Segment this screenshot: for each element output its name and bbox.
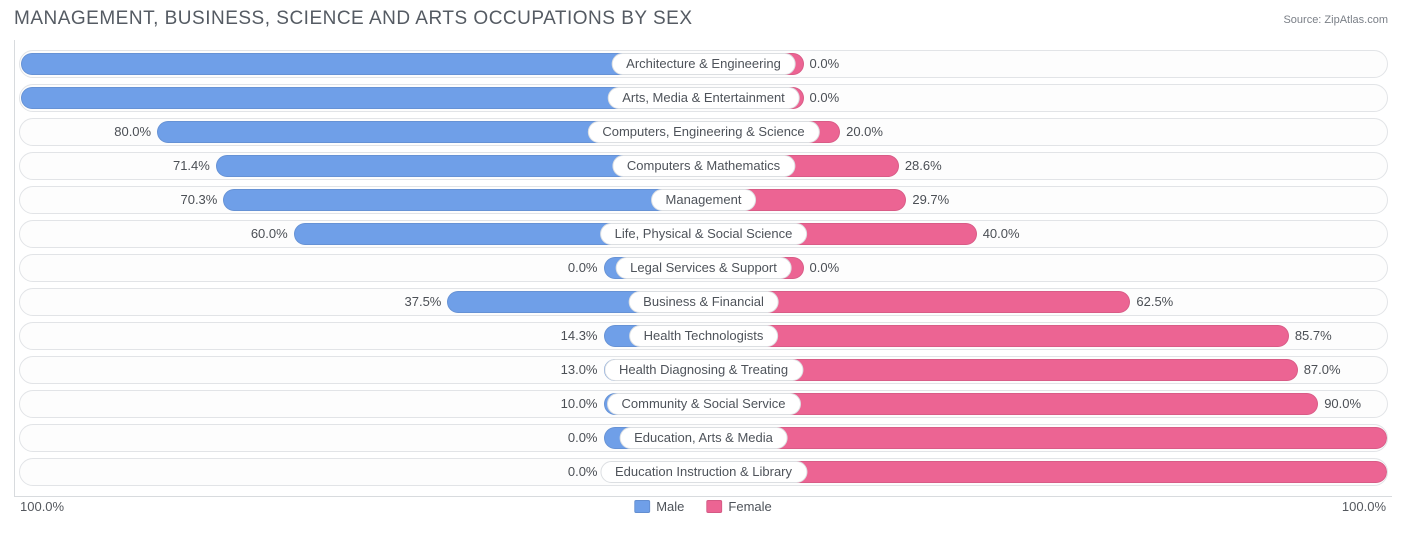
female-bar (704, 427, 1387, 449)
chart-row: 100.0%0.0%Arts, Media & Entertainment (19, 84, 1388, 112)
male-bar (223, 189, 703, 211)
chart-title: MANAGEMENT, BUSINESS, SCIENCE AND ARTS O… (14, 8, 1392, 30)
category-label: Health Diagnosing & Treating (604, 359, 803, 381)
legend-item-female: Female (706, 499, 771, 514)
category-label: Business & Financial (628, 291, 779, 313)
male-value-label: 0.0% (568, 255, 598, 281)
female-bar (704, 325, 1289, 347)
male-value-label: 80.0% (114, 119, 151, 145)
female-value-label: 90.0% (1324, 391, 1361, 417)
category-label: Computers & Mathematics (612, 155, 795, 177)
male-value-label: 37.5% (405, 289, 442, 315)
female-value-label: 0.0% (810, 255, 840, 281)
chart-row: 13.0% 87.0% Health Diagnosing & Treating (19, 356, 1388, 384)
male-value-label: 60.0% (251, 221, 288, 247)
female-value-label: 0.0% (810, 85, 840, 111)
legend-item-male: Male (634, 499, 684, 514)
male-value-label: 0.0% (568, 425, 598, 451)
category-label: Education, Arts & Media (619, 427, 788, 449)
source-attribution: Source: ZipAtlas.com (1283, 14, 1388, 26)
category-label: Life, Physical & Social Science (600, 223, 808, 245)
male-bar (21, 87, 704, 109)
chart-row: 0.0%100.0%Education, Arts & Media (19, 424, 1388, 452)
chart-row: 70.3% 29.7% Management (19, 186, 1388, 214)
axis-left-label: 100.0% (20, 499, 64, 514)
chart-row: 0.0% 0.0% Legal Services & Support (19, 254, 1388, 282)
female-value-label: 20.0% (846, 119, 883, 145)
category-label: Education Instruction & Library (600, 461, 807, 483)
category-label: Management (651, 189, 757, 211)
chart-row: 60.0% 40.0% Life, Physical & Social Scienc… (19, 220, 1388, 248)
female-value-label: 29.7% (912, 187, 949, 213)
category-label: Computers, Engineering & Science (587, 121, 819, 143)
female-value-label: 85.7% (1295, 323, 1332, 349)
chart-row: 80.0% 20.0% Computers, Engineering & Scien… (19, 118, 1388, 146)
legend-male-label: Male (656, 499, 684, 514)
chart-row: 0.0%100.0%Education Instruction & Librar… (19, 458, 1388, 486)
legend-female-label: Female (728, 499, 771, 514)
category-label: Architecture & Engineering (611, 53, 796, 75)
axis-row: 100.0% Male Female 100.0% (18, 499, 1388, 519)
male-value-label: 0.0% (568, 459, 598, 485)
female-value-label: 40.0% (983, 221, 1020, 247)
male-value-label: 10.0% (561, 391, 598, 417)
female-value-label: 62.5% (1136, 289, 1173, 315)
chart-row: 37.5% 62.5% Business & Financial (19, 288, 1388, 316)
male-value-label: 70.3% (180, 187, 217, 213)
category-label: Community & Social Service (607, 393, 801, 415)
axis-right-label: 100.0% (1342, 499, 1386, 514)
female-value-label: 0.0% (810, 51, 840, 77)
chart-row: 10.0% 90.0% Community & Social Service (19, 390, 1388, 418)
chart-row: 71.4% 28.6% Computers & Mathematics (19, 152, 1388, 180)
chart-row: 100.0%0.0%Architecture & Engineering (19, 50, 1388, 78)
category-label: Arts, Media & Entertainment (607, 87, 800, 109)
male-value-label: 13.0% (561, 357, 598, 383)
male-bar (21, 53, 704, 75)
male-value-label: 71.4% (173, 153, 210, 179)
chart-row: 14.3% 85.7% Health Technologists (19, 322, 1388, 350)
female-value-label: 28.6% (905, 153, 942, 179)
female-swatch-icon (706, 500, 722, 513)
category-label: Health Technologists (629, 325, 779, 347)
male-value-label: 14.3% (561, 323, 598, 349)
female-value-label: 87.0% (1304, 357, 1341, 383)
legend: Male Female (634, 499, 772, 514)
chart-area: 100.0%0.0%Architecture & Engineering100.… (14, 40, 1392, 497)
male-swatch-icon (634, 500, 650, 513)
category-label: Legal Services & Support (615, 257, 792, 279)
